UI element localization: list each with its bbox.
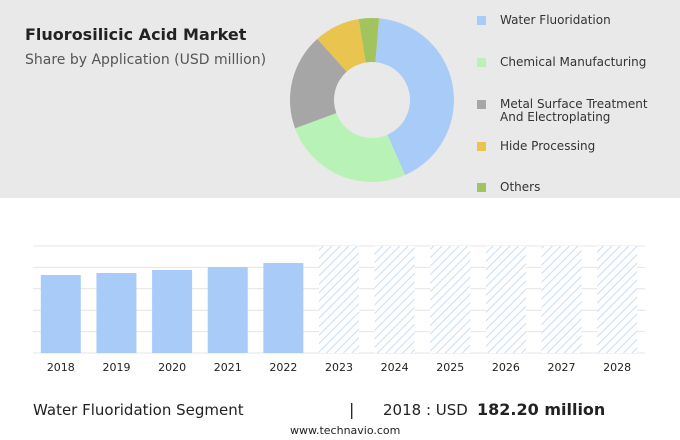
forecast-bar bbox=[485, 246, 526, 353]
donut-slice bbox=[295, 113, 406, 182]
x-tick-label: 2028 bbox=[603, 361, 631, 374]
legend-swatch bbox=[477, 58, 486, 67]
year-text: 2018 : USD bbox=[383, 401, 468, 419]
legend-swatch bbox=[477, 100, 486, 109]
forecast-bar bbox=[374, 246, 415, 353]
x-tick-label: 2026 bbox=[492, 361, 520, 374]
legend-label: Water Fluoridation bbox=[500, 13, 611, 27]
bar bbox=[207, 267, 248, 353]
bar bbox=[40, 275, 81, 353]
separator: | bbox=[349, 400, 355, 419]
chart-subtitle: Share by Application (USD million) bbox=[25, 52, 267, 68]
bar bbox=[152, 270, 193, 353]
x-tick-label: 2027 bbox=[548, 361, 576, 374]
forecast-bar bbox=[597, 246, 638, 353]
x-tick-label: 2023 bbox=[325, 361, 353, 374]
x-tick-label: 2022 bbox=[269, 361, 297, 374]
forecast-bar bbox=[541, 246, 582, 353]
legend-label: Others bbox=[500, 180, 541, 194]
legend-label: Metal Surface Treatment And Electroplati… bbox=[500, 97, 648, 124]
x-tick-label: 2019 bbox=[102, 361, 130, 374]
legend-swatch bbox=[477, 16, 486, 25]
bar bbox=[263, 263, 304, 353]
value-text: 182.20 million bbox=[477, 400, 606, 419]
segment-label: Water Fluoridation Segment bbox=[33, 401, 244, 419]
x-tick-label: 2021 bbox=[214, 361, 242, 374]
x-tick-label: 2025 bbox=[436, 361, 464, 374]
chart-title: Fluorosilicic Acid Market bbox=[25, 25, 247, 44]
forecast-bar bbox=[430, 246, 471, 353]
legend-label: Hide Processing bbox=[500, 139, 596, 153]
donut-slice bbox=[290, 38, 347, 129]
x-tick-label: 2020 bbox=[158, 361, 186, 374]
x-tick-label: 2024 bbox=[381, 361, 409, 374]
bar bbox=[96, 273, 137, 353]
donut-slice bbox=[317, 19, 366, 72]
x-tick-label: 2018 bbox=[47, 361, 75, 374]
legend-swatch bbox=[477, 142, 486, 151]
donut-slice bbox=[375, 18, 454, 176]
source: www.technavio.com bbox=[290, 424, 401, 437]
forecast-bar bbox=[319, 246, 359, 353]
donut-slice bbox=[358, 18, 380, 63]
legend-label: Chemical Manufacturing bbox=[500, 55, 647, 69]
legend-swatch bbox=[477, 183, 486, 192]
